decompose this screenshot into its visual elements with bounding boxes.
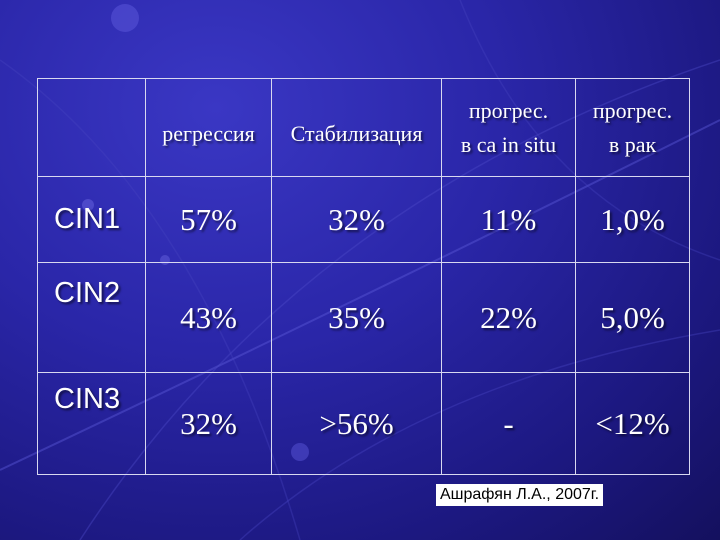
header-stabilization: Стабилизация	[271, 78, 442, 177]
header-progression-in-situ: прогрес. в ca in situ	[441, 78, 576, 177]
row-label-cin2: CIN2	[37, 262, 146, 373]
cell-cin3-regression: 32%	[145, 372, 272, 475]
row-label-cin1: CIN1	[37, 176, 146, 263]
row-label-cin3: CIN3	[37, 372, 146, 475]
table-row: CIN2 43% 35% 22% 5,0%	[37, 262, 690, 373]
cell-cin1-progression-in-situ: 11%	[441, 176, 576, 263]
header-progression-cancer-line1: прогрес.	[592, 97, 673, 123]
cell-cin3-progression-in-situ: -	[441, 372, 576, 475]
cell-cin1-progression-cancer: 1,0%	[575, 176, 690, 263]
header-progression-in-situ-line1: прогрес.	[468, 97, 549, 123]
cell-cin2-progression-cancer: 5,0%	[575, 262, 690, 373]
source-credit: Ашрафян Л.А., 2007г.	[436, 484, 604, 506]
header-stabilization-label: Стабилизация	[290, 120, 423, 146]
table-row: CIN1 57% 32% 11% 1,0%	[37, 176, 690, 263]
cell-cin3-stabilization: >56%	[271, 372, 442, 475]
header-corner-cell	[37, 78, 146, 177]
header-regression-label: регрессия	[162, 120, 255, 146]
table-row: CIN3 32% >56% - <12%	[37, 372, 690, 475]
header-progression-cancer-line2: в рак	[608, 131, 657, 157]
cell-cin3-progression-cancer: <12%	[575, 372, 690, 475]
cell-cin2-progression-in-situ: 22%	[441, 262, 576, 373]
header-progression-cancer: прогрес. в рак	[575, 78, 690, 177]
cell-cin1-stabilization: 32%	[271, 176, 442, 263]
header-row: регрессия Стабилизация прогрес. в ca in …	[37, 78, 690, 177]
header-regression: регрессия	[145, 78, 272, 177]
statistics-table: регрессия Стабилизация прогрес. в ca in …	[37, 78, 690, 475]
header-progression-in-situ-line2: в ca in situ	[460, 131, 557, 157]
cell-cin2-stabilization: 35%	[271, 262, 442, 373]
cell-cin2-regression: 43%	[145, 262, 272, 373]
cell-cin1-regression: 57%	[145, 176, 272, 263]
